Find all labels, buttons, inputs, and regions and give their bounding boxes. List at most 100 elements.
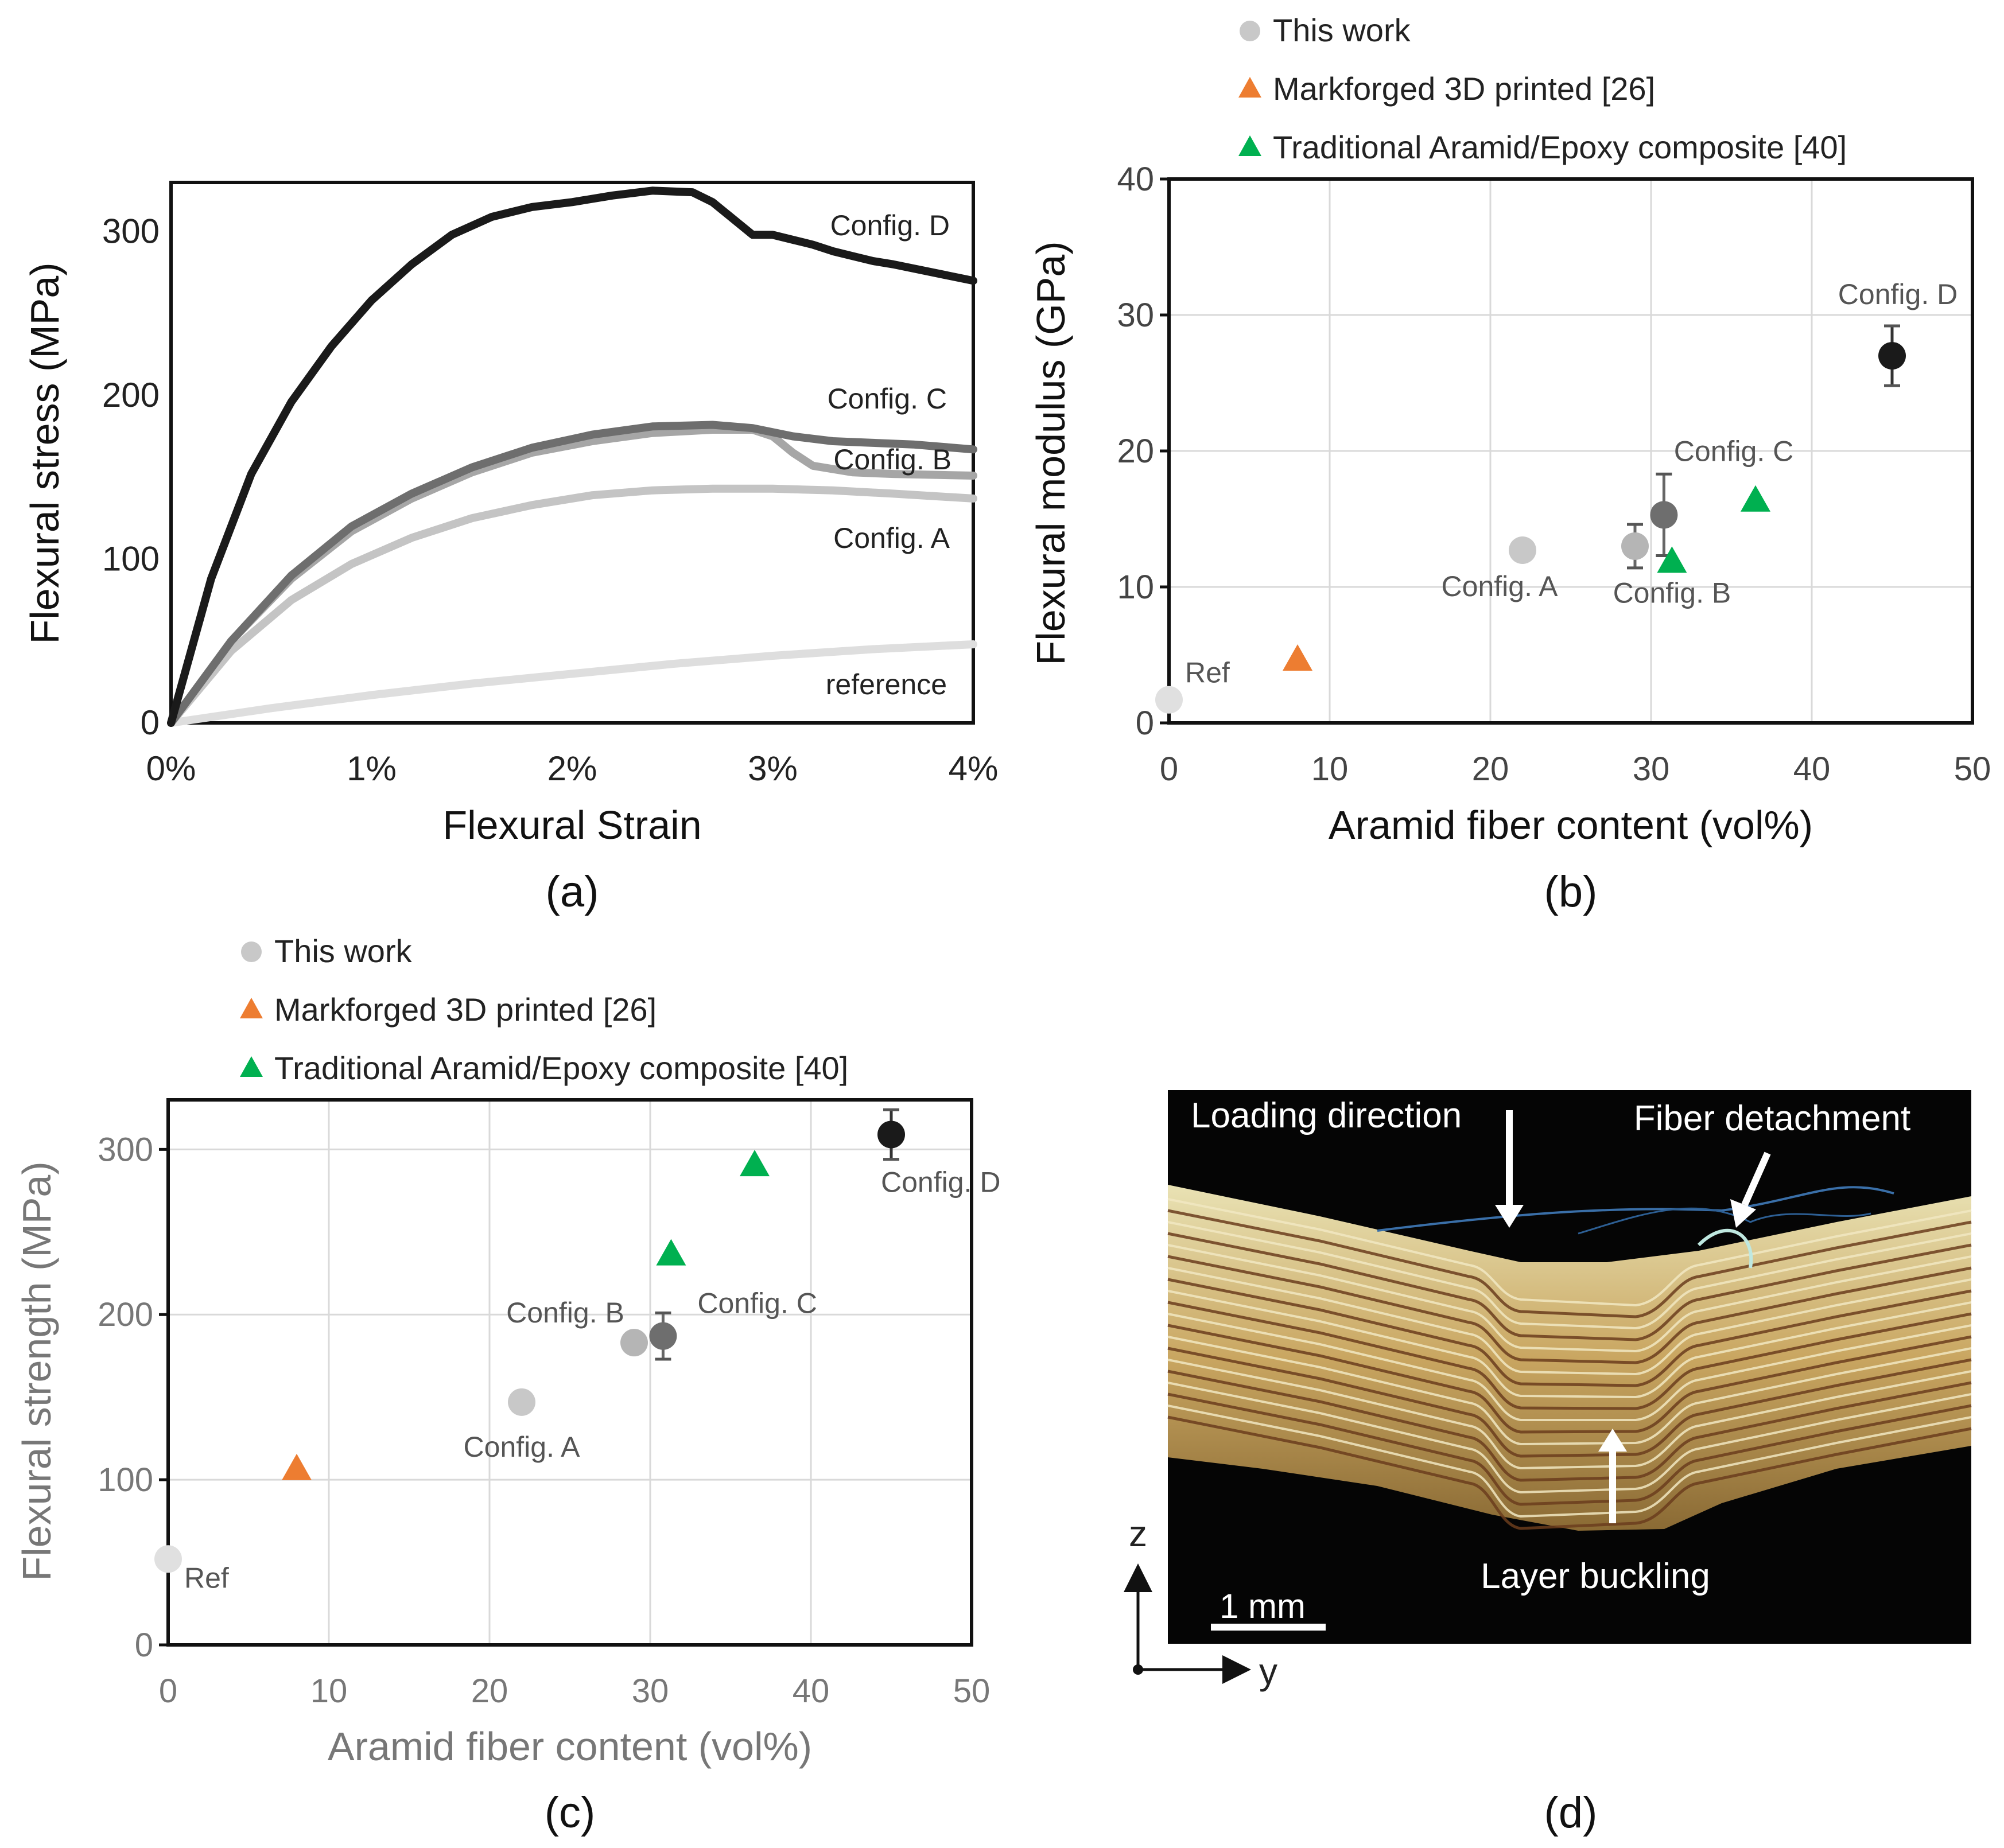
loose-fiber-strand bbox=[1578, 1207, 1871, 1235]
y-tick-label: 40 bbox=[1117, 161, 1154, 198]
legend-marker-triangle bbox=[240, 1056, 263, 1077]
y-tick-label: 0 bbox=[135, 1627, 153, 1664]
data-point-triangle bbox=[1657, 546, 1687, 573]
data-point-triangle bbox=[1283, 644, 1312, 671]
panel-c-gridlines bbox=[168, 1100, 972, 1645]
series-line-config-c bbox=[167, 421, 977, 727]
y-axis-label: y bbox=[1259, 1651, 1277, 1692]
series-label: reference bbox=[826, 668, 947, 701]
laminate-layer bbox=[1167, 1382, 1972, 1494]
laminate-layer bbox=[1167, 1324, 1972, 1434]
data-point-triangle bbox=[1741, 485, 1770, 512]
x-tick-label: 2% bbox=[547, 749, 597, 788]
panel-a-y-axis-label: Flexural stress (MPa) bbox=[22, 262, 67, 644]
data-point-label: Ref bbox=[184, 1562, 229, 1594]
data-point-label: Config. A bbox=[464, 1431, 581, 1463]
panel-a-line-chart: 0% 1% 2% 3% 4% 0 100 200 300 Config. D Config. C… bbox=[22, 181, 999, 916]
data-point-label: Config. C bbox=[697, 1287, 817, 1320]
y-tick-label: 300 bbox=[98, 1131, 153, 1168]
data-point-label: Config. D bbox=[1838, 278, 1958, 310]
series-line-config-a bbox=[167, 484, 977, 727]
x-tick-label: 4% bbox=[949, 749, 999, 788]
x-tick-label: 0% bbox=[146, 749, 196, 788]
layer-buckling-label: Layer buckling bbox=[1481, 1557, 1710, 1596]
y-tick-label: 300 bbox=[102, 212, 160, 251]
data-point-circle bbox=[877, 1121, 905, 1149]
data-point-circle bbox=[1155, 686, 1183, 714]
panel-a-label: (a) bbox=[546, 867, 599, 916]
laminate-layer bbox=[1167, 1255, 1972, 1364]
data-point-triangle bbox=[656, 1239, 686, 1266]
y-tick-label: 100 bbox=[102, 540, 160, 578]
x-tick-label: 20 bbox=[1472, 750, 1509, 788]
panel-d-label: (d) bbox=[1544, 1788, 1598, 1837]
laminate-layer bbox=[1167, 1359, 1972, 1470]
panel-d-micrograph: Loading direction Fiber detachment Layer… bbox=[1124, 1090, 1972, 1837]
panel-a-x-tick-labels: 0% 1% 2% 3% 4% bbox=[146, 749, 999, 788]
panel-c-legend: This work Markforged 3D printed [26] Tradi… bbox=[240, 933, 848, 1086]
z-axis-label: z bbox=[1129, 1513, 1147, 1554]
legend-marker-triangle bbox=[1238, 77, 1261, 98]
series-line-reference bbox=[167, 640, 977, 727]
series-line-config-d bbox=[167, 186, 977, 727]
y-tick-label: 30 bbox=[1117, 297, 1154, 334]
laminate-layer bbox=[1167, 1232, 1972, 1341]
panel-b-x-tick-labels: 0 10 20 30 40 50 bbox=[1160, 750, 1991, 788]
loading-direction-label: Loading direction bbox=[1191, 1096, 1462, 1135]
laminate-layer bbox=[1167, 1198, 1972, 1307]
x-tick-label: 30 bbox=[632, 1672, 669, 1710]
legend-marker-circle bbox=[241, 941, 262, 962]
x-tick-label: 40 bbox=[793, 1672, 830, 1710]
panel-b-data-points: Ref Config. A Config. D Config. B Config. C bbox=[1155, 278, 1958, 714]
x-tick-label: 30 bbox=[1633, 750, 1670, 788]
panel-c-plot-frame bbox=[166, 1098, 973, 1647]
x-tick-label: 0 bbox=[1160, 750, 1178, 788]
legend-entry-label: This work bbox=[1273, 12, 1411, 48]
scale-bar-label: 1 mm bbox=[1220, 1587, 1306, 1625]
layer-buckling-arrow-head bbox=[1598, 1429, 1627, 1452]
data-point-circle bbox=[1650, 501, 1678, 529]
panel-c-scatter-chart: This work Markforged 3D printed [26] Tradi… bbox=[14, 933, 1000, 1837]
laminate-layer bbox=[1167, 1244, 1972, 1353]
x-tick-label: 20 bbox=[471, 1672, 508, 1710]
data-point-triangle bbox=[740, 1150, 770, 1177]
x-tick-label: 3% bbox=[748, 749, 798, 788]
data-point-circle bbox=[508, 1388, 535, 1416]
detached-fiber-bundle bbox=[1697, 1228, 1753, 1269]
panel-a-x-axis-label: Flexural Strain bbox=[442, 803, 701, 847]
loading-direction-arrow-head bbox=[1495, 1205, 1524, 1228]
laminate-layer bbox=[1167, 1370, 1972, 1482]
panel-b-y-tick-labels: 0 10 20 30 40 bbox=[1117, 161, 1169, 742]
panel-a-series-lines bbox=[167, 186, 977, 727]
laminate-layer bbox=[1167, 1221, 1972, 1330]
y-tick-label: 10 bbox=[1117, 569, 1154, 606]
laminate-layer bbox=[1167, 1301, 1972, 1410]
fiber-detachment-arrow-head bbox=[1730, 1199, 1756, 1228]
data-point-label: Config. C bbox=[1674, 435, 1793, 468]
legend-entry-label: Traditional Aramid/Epoxy composite [40] bbox=[1273, 129, 1847, 165]
legend-marker-circle bbox=[1240, 21, 1260, 41]
legend-marker-triangle bbox=[240, 998, 263, 1018]
laminate-layer bbox=[1167, 1209, 1972, 1318]
x-tick-label: 40 bbox=[1793, 750, 1831, 788]
data-point-label: Config. B bbox=[506, 1297, 624, 1329]
panel-b-legend: This work Markforged 3D printed [26] Tradi… bbox=[1238, 12, 1847, 165]
y-tick-label: 200 bbox=[98, 1296, 153, 1333]
laminate-layer bbox=[1167, 1290, 1972, 1399]
legend-marker-triangle bbox=[1238, 135, 1261, 156]
x-tick-label: 1% bbox=[347, 749, 397, 788]
laminate-layer bbox=[1167, 1405, 1972, 1518]
data-point-label: Config. A bbox=[1442, 570, 1559, 602]
data-point-circle bbox=[1509, 536, 1536, 565]
scale-bar bbox=[1211, 1624, 1326, 1631]
laminate-layer bbox=[1167, 1336, 1972, 1446]
laminate-layer bbox=[1167, 1392, 1972, 1506]
laminate-layer bbox=[1167, 1347, 1972, 1458]
series-label: Config. D bbox=[830, 209, 950, 242]
panel-b-x-axis-label: Aramid fiber content (vol%) bbox=[1329, 803, 1813, 847]
data-point-circle bbox=[1878, 342, 1906, 370]
panel-c-y-tick-labels: 0 100 200 300 bbox=[98, 1131, 168, 1664]
panel-a-y-tick-labels: 0 100 200 300 bbox=[102, 212, 160, 742]
legend-entry-label: Markforged 3D printed [26] bbox=[274, 991, 657, 1028]
